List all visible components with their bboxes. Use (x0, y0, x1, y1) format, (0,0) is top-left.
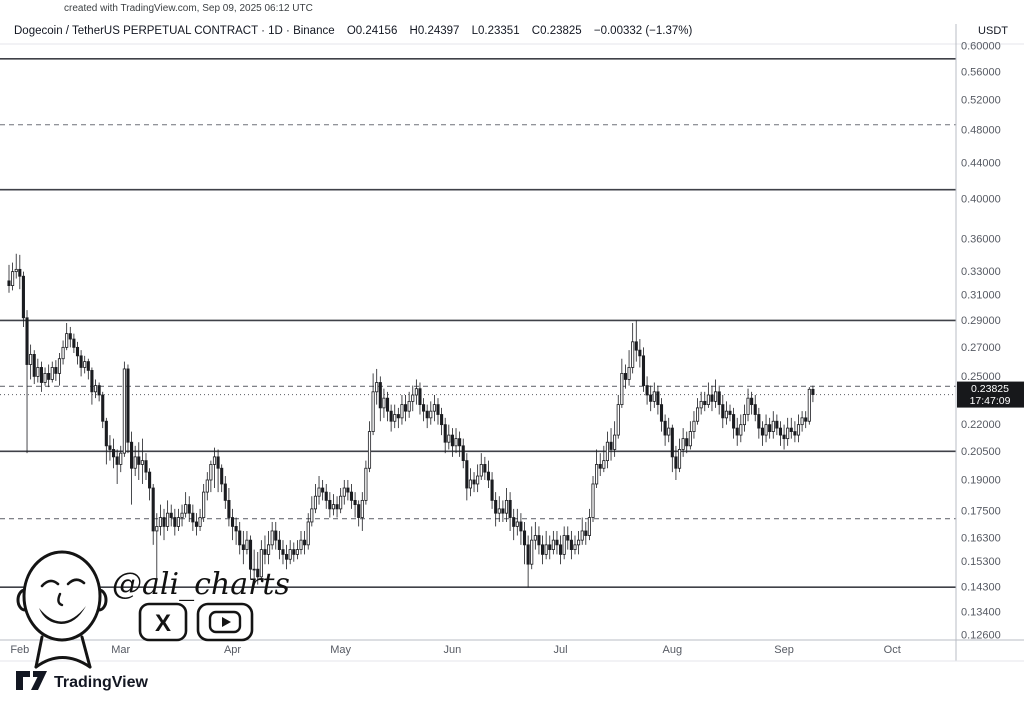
svg-text:Mar: Mar (111, 644, 130, 656)
ohlc-low: L0.23351 (471, 25, 520, 37)
watermark-handle: @ali_charts (112, 567, 290, 602)
svg-text:0.12600: 0.12600 (961, 630, 1001, 642)
quote-currency-label: USDT (978, 25, 1008, 37)
cartoon-face-icon (16, 550, 108, 669)
level-lines (0, 57, 956, 589)
ohlc-change: −0.00332 (−1.37%) (593, 25, 693, 37)
svg-text:0.31000: 0.31000 (961, 290, 1001, 302)
svg-text:Jun: Jun (444, 644, 462, 656)
ohlc-close: C0.23825 (531, 25, 582, 37)
price-axis-labels: 0.60000 0.56000 0.52000 0.48000 0.44000 0.400… (961, 41, 1001, 642)
svg-text:0.40000: 0.40000 (961, 194, 1001, 206)
svg-text:0.20500: 0.20500 (961, 446, 1001, 458)
svg-text:0.56000: 0.56000 (961, 67, 1001, 79)
svg-text:0.13400: 0.13400 (961, 606, 1001, 618)
x-social-button[interactable]: X (138, 602, 188, 642)
symbol-header: Dogecoin / TetherUS PERPETUAL CONTRACT ·… (14, 25, 701, 37)
svg-text:0.33000: 0.33000 (961, 266, 1001, 278)
youtube-play-icon (208, 610, 242, 634)
svg-text:0.48000: 0.48000 (961, 125, 1001, 137)
symbol-title: Dogecoin / TetherUS PERPETUAL CONTRACT ·… (14, 25, 335, 37)
svg-text:0.19000: 0.19000 (961, 474, 1001, 486)
svg-text:0.27000: 0.27000 (961, 342, 1001, 354)
tradingview-mark-icon (16, 671, 47, 690)
youtube-button[interactable] (196, 602, 254, 642)
ohlc-open: O0.24156 (346, 25, 398, 37)
tradingview-logo[interactable]: TradingView (14, 664, 234, 698)
svg-text:Apr: Apr (224, 644, 241, 656)
svg-text:0.29000: 0.29000 (961, 315, 1001, 327)
svg-text:Oct: Oct (884, 644, 901, 656)
ohlc-high: H0.24397 (409, 25, 460, 37)
svg-text:May: May (330, 644, 351, 656)
svg-text:0.17500: 0.17500 (961, 506, 1001, 518)
time-axis-labels: Feb Mar Apr May Jun Jul Aug Sep Oct (10, 644, 900, 656)
svg-text:17:47:09: 17:47:09 (970, 395, 1011, 407)
x-icon: X (155, 610, 171, 637)
svg-text:0.25000: 0.25000 (961, 371, 1001, 383)
candles (7, 253, 815, 588)
credit-line: created with TradingView.com, Sep 09, 20… (64, 3, 313, 14)
tradingview-brand-text: TradingView (54, 674, 149, 691)
svg-text:0.44000: 0.44000 (961, 158, 1001, 170)
svg-text:Aug: Aug (663, 644, 683, 656)
svg-text:0.52000: 0.52000 (961, 95, 1001, 107)
svg-text:0.22000: 0.22000 (961, 419, 1001, 431)
ali-charts-watermark: @ali_charts X (16, 550, 290, 669)
svg-text:Feb: Feb (10, 644, 29, 656)
svg-text:0.15300: 0.15300 (961, 556, 1001, 568)
svg-text:0.60000: 0.60000 (961, 41, 1001, 53)
svg-text:Sep: Sep (774, 644, 794, 656)
svg-text:0.16300: 0.16300 (961, 532, 1001, 544)
svg-text:0.14300: 0.14300 (961, 582, 1001, 594)
svg-text:0.23825: 0.23825 (971, 383, 1009, 395)
svg-text:0.36000: 0.36000 (961, 233, 1001, 245)
svg-text:Jul: Jul (554, 644, 568, 656)
